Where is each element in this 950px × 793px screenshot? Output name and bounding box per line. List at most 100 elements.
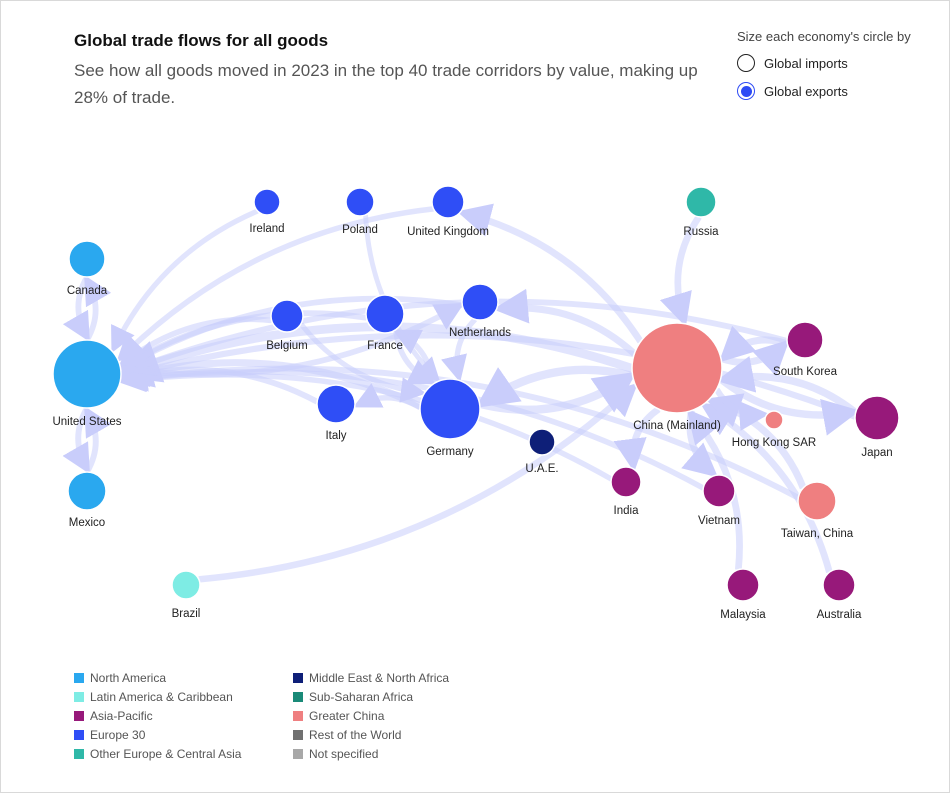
economy-node[interactable]: Japan <box>854 395 900 459</box>
legend-label: Not specified <box>309 747 379 761</box>
trade-flow-China (Mainland)-Netherlands[interactable] <box>492 288 637 357</box>
economy-circle[interactable] <box>702 474 736 508</box>
economy-label: Ireland <box>249 223 284 235</box>
trade-flow-United States-Mexico[interactable] <box>62 406 90 475</box>
economy-circle[interactable] <box>764 410 784 430</box>
economy-node[interactable]: France <box>365 294 405 352</box>
legend-label: Europe 30 <box>90 728 146 742</box>
radio-global-exports[interactable]: Global exports <box>737 82 911 100</box>
economy-circle[interactable] <box>67 471 107 511</box>
economy-node[interactable]: Russia <box>683 186 719 238</box>
economy-node[interactable]: Australia <box>817 568 862 621</box>
economy-circle[interactable] <box>786 321 824 359</box>
trade-flow-China (Mainland)-India[interactable] <box>613 406 661 473</box>
economy-circle[interactable] <box>461 283 499 321</box>
economy-node[interactable]: Mexico <box>67 471 107 529</box>
legend-label: Latin America & Caribbean <box>90 690 233 704</box>
trade-flow-Taiwan, China-China (Mainland)[interactable] <box>705 393 807 490</box>
economy-circle[interactable] <box>365 294 405 334</box>
economy-circle[interactable] <box>52 339 122 409</box>
economy-circle[interactable] <box>316 384 356 424</box>
radio-global-imports[interactable]: Global imports <box>737 54 911 72</box>
trade-flow-United Kingdom-United States[interactable] <box>116 206 434 362</box>
economy-circle[interactable] <box>610 466 642 498</box>
economy-label: Mexico <box>69 517 105 529</box>
economy-label: China (Mainland) <box>633 420 721 432</box>
trade-flow-Brazil-China (Mainland)[interactable] <box>198 382 638 583</box>
trade-flow-Belgium-Germany[interactable] <box>298 322 427 403</box>
economy-label: South Korea <box>773 366 838 378</box>
legend-item: Europe 30 <box>74 728 293 742</box>
trade-flow-United States-Canada[interactable] <box>84 274 112 342</box>
economy-label: France <box>367 340 403 352</box>
economy-circle[interactable] <box>726 568 760 602</box>
economy-node[interactable]: Germany <box>419 378 481 458</box>
size-by-control: Size each economy's circle by Global imp… <box>737 29 911 100</box>
economy-label: Germany <box>426 446 474 458</box>
economy-circle[interactable] <box>854 395 900 441</box>
legend-item: Sub-Saharan Africa <box>293 690 493 704</box>
economy-node[interactable]: Canada <box>67 240 108 297</box>
economy-node[interactable]: Poland <box>342 187 378 236</box>
legend-item: Asia-Pacific <box>74 709 293 723</box>
economy-node[interactable]: Taiwan, China <box>781 481 854 540</box>
economy-circle[interactable] <box>345 187 375 217</box>
legend-label: Asia-Pacific <box>90 709 153 723</box>
trade-flow-diagram: Ireland Poland United Kingdom Russia Canada U… <box>52 185 900 621</box>
economy-label: Vietnam <box>698 515 740 527</box>
economy-node[interactable]: India <box>610 466 642 517</box>
economy-label: Belgium <box>266 340 308 352</box>
economy-circle[interactable] <box>419 378 481 440</box>
economy-node[interactable]: Ireland <box>249 188 285 235</box>
economy-circle[interactable] <box>797 481 837 521</box>
economy-node[interactable]: Netherlands <box>449 283 511 339</box>
economy-label: Hong Kong SAR <box>732 437 816 449</box>
page-title: Global trade flows for all goods <box>74 31 329 50</box>
trade-flow-Germany-Italy[interactable] <box>353 383 422 411</box>
economy-node[interactable]: U.A.E. <box>525 428 559 475</box>
economy-circle[interactable] <box>431 185 465 219</box>
economy-circle[interactable] <box>685 186 717 218</box>
radio-selected-icon[interactable] <box>737 82 755 100</box>
economy-circle[interactable] <box>270 299 304 333</box>
legend-swatch <box>74 692 84 702</box>
economy-label: Australia <box>817 609 862 621</box>
trade-flow-China (Mainland)-Vietnam[interactable] <box>681 409 719 478</box>
economy-label: Canada <box>67 285 108 297</box>
legend-swatch <box>74 749 84 759</box>
economy-circle[interactable] <box>631 322 723 414</box>
economy-node[interactable]: Hong Kong SAR <box>732 410 816 449</box>
legend-item: Greater China <box>293 709 493 723</box>
economy-circle[interactable] <box>822 568 856 602</box>
economy-node[interactable]: Brazil <box>171 570 201 620</box>
economy-circle[interactable] <box>171 570 201 600</box>
trade-flow-Russia-China (Mainland)[interactable] <box>659 214 702 327</box>
economy-label: India <box>614 505 640 517</box>
trade-flow-United States-Netherlands[interactable] <box>120 302 465 378</box>
economy-circle[interactable] <box>528 428 556 456</box>
economy-node[interactable]: South Korea <box>773 321 838 378</box>
economy-node[interactable]: China (Mainland) <box>631 322 723 432</box>
economy-node[interactable]: Belgium <box>266 299 308 352</box>
legend: North America Middle East & North Africa L… <box>74 671 493 761</box>
economy-node[interactable]: Italy <box>316 384 356 442</box>
trade-flow-Netherlands-Germany[interactable] <box>441 317 478 383</box>
radio-icon[interactable] <box>737 54 755 72</box>
economy-node[interactable]: United States <box>52 339 122 428</box>
economy-node[interactable]: Malaysia <box>720 568 766 621</box>
economy-node[interactable]: Vietnam <box>698 474 740 527</box>
legend-swatch <box>74 711 84 721</box>
trade-flow-South Korea-China (Mainland)[interactable] <box>718 325 789 363</box>
trade-flow-Germany-China (Mainland)[interactable] <box>478 371 637 414</box>
economy-circle[interactable] <box>68 240 106 278</box>
trade-flow-China (Mainland)-Hong Kong SAR[interactable] <box>714 387 770 431</box>
economy-node[interactable]: United Kingdom <box>407 185 489 238</box>
trade-flow-Japan-China (Mainland)[interactable] <box>716 355 858 416</box>
flows <box>62 203 861 583</box>
economy-circle[interactable] <box>253 188 281 216</box>
trade-flow-Ireland-United States[interactable] <box>111 208 259 354</box>
legend-swatch <box>293 749 303 759</box>
legend-item: Not specified <box>293 747 493 761</box>
economy-label: Netherlands <box>449 327 511 339</box>
trade-flow-China (Mainland)-United Kingdom[interactable] <box>456 203 644 344</box>
